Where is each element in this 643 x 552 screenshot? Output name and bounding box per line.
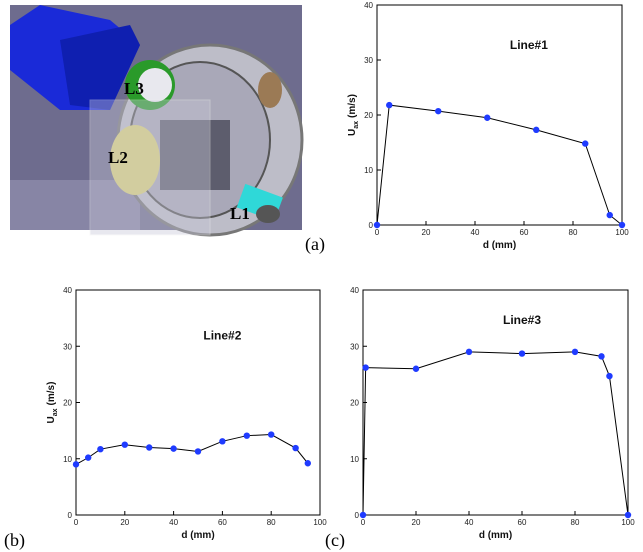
data-point (533, 126, 540, 134)
data-point (606, 372, 613, 380)
y-axis-label-sub: ax (353, 121, 360, 129)
x-tick-label: 60 (518, 518, 527, 527)
y-tick-label: 20 (63, 399, 72, 408)
data-line (376, 104, 623, 226)
y-tick-label: 30 (63, 342, 72, 351)
y-tick-label: 0 (355, 511, 360, 520)
x-tick-label: 0 (74, 518, 79, 527)
x-tick-label: 100 (313, 518, 327, 527)
panel-label: (a) (305, 234, 325, 255)
y-tick-label: 0 (369, 221, 374, 230)
data-point (362, 364, 369, 371)
y-tick-label: 40 (63, 286, 72, 295)
data-point (373, 221, 381, 229)
data-point (146, 444, 153, 451)
data-point (121, 441, 128, 448)
y-tick-label: 0 (68, 511, 73, 520)
data-point (624, 511, 632, 519)
data-point (97, 445, 104, 453)
data-point (292, 444, 299, 452)
y-tick-label: 10 (63, 455, 72, 464)
data-point (435, 107, 442, 115)
y-tick-label: 10 (364, 166, 373, 175)
plot-frame (376, 4, 623, 226)
data-point (465, 348, 473, 356)
data-point (598, 353, 605, 360)
x-tick-label: 80 (267, 518, 276, 527)
y-axis-label-unit: (m/s) (347, 94, 358, 118)
x-axis-label: d (mm) (181, 530, 214, 541)
data-point (606, 211, 613, 219)
data-point (359, 511, 367, 519)
x-axis-label: d (mm) (479, 530, 512, 541)
y-tick-label: 30 (350, 342, 359, 351)
x-tick-label: 80 (571, 518, 580, 527)
y-axis-label-main: U (347, 129, 358, 136)
x-tick-label: 40 (465, 518, 474, 527)
x-tick-label: 0 (375, 228, 380, 237)
y-tick-label: 20 (364, 111, 373, 120)
data-point (219, 438, 226, 445)
x-tick-label: 60 (218, 518, 227, 527)
data-point (304, 460, 311, 467)
data-point (571, 348, 579, 356)
render-label: L1 (230, 204, 250, 223)
y-axis-label-sub: ax (52, 408, 59, 416)
y-tick-label: 40 (364, 1, 373, 10)
data-point (194, 448, 202, 455)
render-image: L3 L2 L1 (10, 5, 304, 237)
x-tick-label: 80 (569, 228, 578, 237)
render-label: L2 (108, 148, 128, 167)
data-line (75, 434, 309, 465)
y-axis-label-main: U (46, 416, 57, 423)
data-point (85, 454, 92, 461)
x-axis-label: d (mm) (483, 240, 516, 251)
data-point (412, 365, 420, 372)
annotation: Line#3 (503, 313, 541, 327)
data-point (243, 432, 250, 439)
data-line (362, 351, 629, 516)
x-tick-label: 20 (120, 518, 129, 527)
x-tick-label: 40 (471, 228, 480, 237)
y-axis-label: Uax (m/s) (347, 94, 360, 136)
y-axis-label-unit: (m/s) (46, 382, 57, 406)
data-point (582, 140, 589, 147)
plot-frame (75, 289, 321, 516)
x-tick-label: 100 (615, 228, 629, 237)
panel-label: (c) (325, 530, 345, 551)
data-point (268, 431, 275, 438)
y-tick-label: 30 (364, 56, 373, 65)
plot-frame (362, 289, 629, 516)
x-tick-label: 20 (412, 518, 421, 527)
data-point (386, 101, 393, 109)
render-label: L3 (124, 79, 144, 98)
x-tick-label: 40 (169, 518, 178, 527)
y-tick-label: 20 (350, 399, 359, 408)
data-point (484, 114, 491, 121)
x-tick-label: 60 (520, 228, 529, 237)
data-point (518, 350, 526, 357)
data-point (618, 221, 626, 229)
x-tick-label: 20 (422, 228, 431, 237)
annotation: Line#1 (510, 38, 548, 52)
x-tick-label: 100 (621, 518, 635, 527)
annotation: Line#2 (203, 329, 241, 343)
x-tick-label: 0 (361, 518, 366, 527)
y-tick-label: 10 (350, 455, 359, 464)
panel-label: (b) (4, 530, 25, 551)
y-axis-label: Uax (m/s) (46, 382, 59, 424)
data-point (72, 461, 80, 468)
data-point (170, 445, 177, 452)
y-tick-label: 40 (350, 286, 359, 295)
